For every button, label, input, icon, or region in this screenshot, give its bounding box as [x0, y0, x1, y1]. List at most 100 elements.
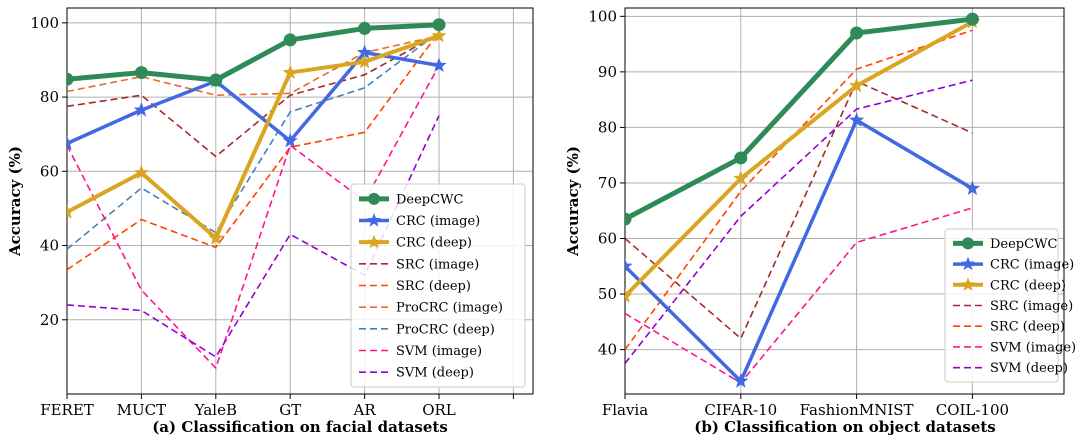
data-point-marker: [734, 151, 748, 165]
data-point-marker: [133, 102, 150, 117]
series-deepcwc: [625, 12, 979, 226]
data-point-marker: [356, 53, 373, 69]
legend-marker: [960, 277, 976, 291]
series-line: [625, 118, 974, 383]
legend-box: [350, 183, 526, 388]
legend-label: DeepCWC: [396, 192, 463, 207]
legend-label: SVM (image): [990, 340, 1076, 355]
panel-b-object-datasets: 40 50 60 70 80 90 100 Flavia CIFAR-10 FashionMNIS…: [564, 7, 1076, 436]
y-tick-label: 60: [40, 162, 59, 180]
data-point-marker: [356, 44, 373, 60]
legend-label: SRC (deep): [396, 279, 471, 294]
data-point-marker: [625, 212, 632, 226]
y-tick-label: 80: [40, 88, 59, 106]
data-point-marker: [432, 18, 446, 32]
data-point-marker: [209, 73, 223, 87]
series-line: [67, 35, 440, 97]
series-crc-deep: [625, 13, 981, 303]
legend: DeepCWC CRC (image) CRC (deep) SRC (image) S…: [944, 228, 1076, 383]
data-point-marker: [848, 77, 865, 93]
legend-label: SRC (image): [396, 257, 479, 272]
y-tick-label: 20: [40, 311, 59, 329]
y-tick-label: 70: [598, 174, 617, 192]
legend-label: ProCRC (deep): [396, 322, 495, 337]
data-point-marker: [358, 21, 372, 35]
panel-a-facial-datasets: 20 40 60 80 100 FERET MUCT YaleB GT AR ORL Accuracy…: [6, 7, 534, 436]
legend-marker: [962, 237, 974, 250]
y-tick-label: 80: [598, 118, 617, 136]
y-tick-label: 40: [598, 341, 617, 359]
legend-label: SRC (deep): [990, 320, 1065, 335]
y-axis-title: Accuracy (%): [6, 146, 24, 257]
series-src-image: [67, 33, 440, 158]
legend-label: SRC (image): [990, 299, 1073, 314]
legend-label: DeepCWC: [990, 237, 1057, 252]
y-tick-label: 100: [588, 7, 617, 25]
data-point-marker: [133, 164, 150, 180]
data-point-marker: [964, 180, 981, 195]
data-point-marker: [733, 170, 749, 185]
y-tick-label: 90: [598, 63, 617, 81]
data-point-marker: [965, 12, 979, 26]
legend-marker: [368, 192, 380, 205]
y-tick-label: 40: [40, 237, 59, 255]
series-svm-deep: [625, 79, 973, 364]
legend-marker: [366, 213, 382, 227]
data-point-marker: [282, 132, 298, 148]
series-procrc-deep: [67, 31, 440, 250]
series-line: [67, 33, 440, 158]
panel-caption: (b) Classification on object datasets: [694, 418, 995, 436]
y-tick-label: 100: [30, 14, 59, 32]
legend-box: [944, 228, 1059, 383]
series-line: [67, 33, 440, 241]
data-point-marker: [67, 204, 75, 219]
legend-label: SVM (image): [396, 344, 482, 359]
legend-label: ProCRC (image): [396, 301, 503, 316]
series-line: [67, 31, 440, 250]
series-svm-image: [625, 207, 973, 384]
legend-label: CRC (image): [396, 214, 480, 229]
y-tick-label: 60: [598, 229, 617, 247]
x-tick-label: GT: [279, 401, 301, 419]
series-line: [67, 22, 440, 83]
data-point-marker: [733, 373, 749, 388]
data-point-marker: [67, 72, 74, 86]
series-line: [67, 31, 440, 271]
x-tick-label: MUCT: [117, 401, 166, 419]
data-point-marker: [431, 57, 447, 72]
axes-frame: [624, 7, 1065, 395]
series-src-image: [625, 80, 973, 340]
data-point-marker: [134, 66, 148, 80]
data-point-marker: [67, 135, 75, 150]
series-line: [625, 207, 973, 384]
legend-label: CRC (deep): [396, 236, 472, 251]
series-crc-image: [625, 112, 981, 388]
x-tick-label: AR: [353, 401, 377, 419]
x-tick-label: FashionMNIST: [800, 401, 914, 419]
data-point-marker: [283, 33, 297, 47]
plot-area: [625, 12, 981, 388]
data-point-marker: [625, 288, 633, 303]
x-tick-label: COIL-100: [936, 401, 1009, 419]
legend-label: CRC (image): [990, 258, 1074, 273]
data-point-marker: [282, 64, 298, 80]
x-tick-label: FERET: [40, 401, 94, 419]
y-tick-label: 50: [598, 285, 617, 303]
legend-marker: [366, 234, 382, 249]
series-line: [625, 80, 973, 340]
series-line: [67, 65, 440, 369]
series-crc-deep: [67, 27, 447, 245]
series-line: [625, 20, 974, 298]
x-tick-label: Flavia: [602, 401, 648, 419]
x-tick-label: YaleB: [194, 401, 237, 419]
data-point-marker: [625, 258, 633, 273]
legend: DeepCWC CRC (image) CRC (deep) SRC (image) S…: [350, 183, 526, 388]
legend-label: SVM (deep): [396, 366, 474, 381]
legend-label: CRC (deep): [990, 278, 1066, 293]
data-point-marker: [848, 112, 865, 127]
data-point-marker: [208, 230, 224, 245]
x-tick-label: CIFAR-10: [704, 401, 777, 419]
x-tick-label: ORL: [422, 401, 456, 419]
data-point-marker: [431, 27, 447, 43]
